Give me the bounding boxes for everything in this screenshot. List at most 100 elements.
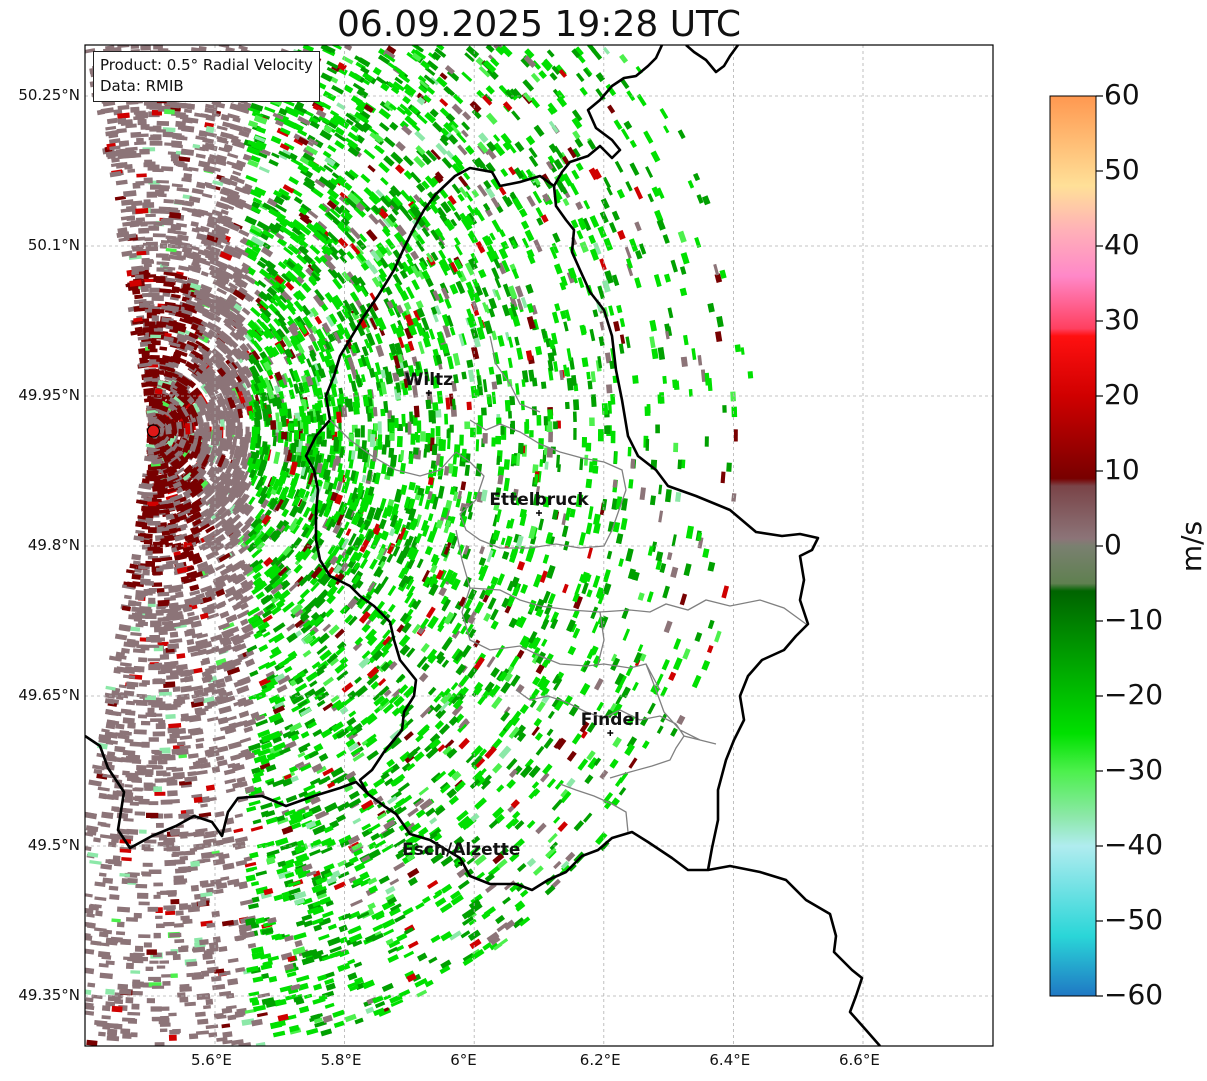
echo-gate — [526, 820, 536, 829]
echo-gate — [171, 748, 183, 755]
echo-gate — [388, 939, 401, 949]
echo-gate — [405, 423, 409, 433]
echo-gate — [620, 128, 630, 141]
echo-gate — [206, 602, 218, 612]
echo-gate — [123, 817, 134, 822]
echo-gate — [426, 879, 439, 890]
echo-gate — [279, 573, 289, 582]
echo-gate — [287, 377, 294, 388]
echo-gate — [425, 606, 436, 619]
echo-gate — [203, 838, 217, 844]
echo-gate — [602, 176, 612, 189]
echo-gate — [407, 867, 420, 879]
echo-gate — [655, 673, 664, 687]
echo-gate — [457, 544, 465, 556]
echo-gate — [219, 566, 233, 577]
echo-gate — [351, 192, 364, 204]
echo-gate — [450, 682, 459, 691]
echo-gate — [403, 614, 413, 626]
echo-gate — [443, 569, 454, 583]
echo-gate — [579, 721, 590, 733]
echo-gate — [380, 613, 391, 626]
echo-gate — [324, 481, 334, 496]
echo-gate — [318, 203, 328, 212]
echo-gate — [167, 469, 178, 478]
echo-gate — [146, 470, 159, 476]
echo-gate — [416, 656, 428, 669]
echo-gate — [495, 373, 503, 385]
echo-gate — [265, 670, 275, 678]
echo-gate — [442, 324, 452, 339]
echo-gate — [562, 583, 569, 594]
echo-gate — [466, 857, 475, 865]
echo-gate — [265, 816, 279, 825]
echo-gate — [490, 250, 500, 261]
echo-gate — [428, 328, 436, 340]
echo-gate — [86, 1039, 98, 1046]
echo-gate — [391, 503, 400, 516]
echo-gate — [450, 218, 458, 227]
echo-gate — [510, 420, 516, 433]
echo-gate — [275, 396, 284, 410]
echo-gate — [221, 836, 235, 845]
echo-gate — [167, 790, 178, 797]
echo-gate — [446, 532, 456, 544]
echo-gate — [339, 255, 348, 264]
echo-gate — [618, 558, 624, 567]
echo-gate — [525, 283, 534, 295]
echo-gate — [480, 407, 487, 416]
echo-gate — [252, 818, 262, 825]
echo-gate — [117, 104, 130, 111]
echo-gate — [244, 215, 258, 226]
echo-gate — [127, 168, 136, 173]
echo-gate — [453, 211, 462, 222]
echo-gate — [384, 434, 391, 448]
echo-gate — [347, 834, 361, 846]
echo-gate — [266, 197, 278, 208]
echo-gate — [255, 126, 267, 134]
echo-gate — [224, 778, 237, 785]
echo-gate — [420, 845, 433, 856]
echo-gate — [452, 352, 461, 366]
echo-gate — [249, 670, 259, 678]
echo-gate — [235, 859, 248, 867]
echo-gate — [163, 681, 176, 688]
echo-gate — [416, 113, 428, 125]
echo-gate — [535, 206, 544, 218]
echo-gate — [309, 636, 322, 647]
echo-gate — [514, 336, 520, 346]
echo-gate — [573, 427, 577, 440]
echo-gate — [354, 55, 367, 65]
echo-gate — [633, 186, 644, 200]
echo-gate — [318, 753, 329, 762]
echo-gate — [147, 527, 157, 533]
echo-gate — [206, 465, 216, 477]
echo-gate — [559, 281, 567, 291]
echo-gate — [246, 462, 256, 474]
echo-gate — [347, 373, 353, 383]
echo-gate — [274, 1020, 286, 1028]
echo-gate — [288, 176, 299, 185]
echo-gate — [301, 914, 313, 922]
echo-gate — [197, 1018, 209, 1025]
echo-gate — [431, 410, 436, 424]
echo-gate — [256, 260, 267, 269]
echo-gate — [613, 320, 621, 332]
echo-gate — [707, 561, 716, 572]
echo-gate — [548, 143, 558, 154]
echo-gate — [286, 408, 292, 419]
echo-gate — [85, 989, 92, 995]
echo-gate — [440, 201, 452, 214]
echo-gate — [526, 195, 536, 207]
echo-gate — [485, 85, 495, 95]
echo-gate — [528, 155, 539, 168]
echo-gate — [459, 434, 464, 446]
echo-gate — [632, 375, 639, 384]
echo-gate — [303, 524, 315, 539]
echo-gate — [495, 914, 506, 925]
echo-gate — [125, 997, 134, 1004]
echo-gate — [196, 232, 208, 242]
echo-gate — [310, 186, 324, 199]
echo-gate — [256, 1012, 268, 1018]
echo-gate — [163, 199, 174, 204]
